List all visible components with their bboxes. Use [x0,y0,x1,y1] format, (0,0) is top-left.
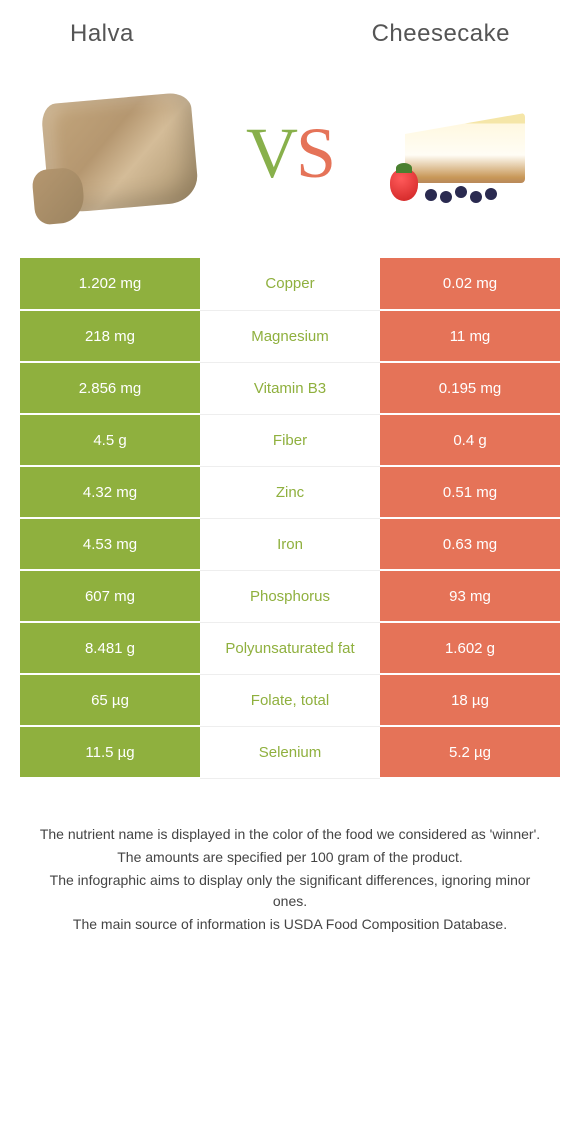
left-food-title: Halva [70,20,134,48]
nutrient-name-cell: Zinc [200,466,380,518]
nutrient-name-cell: Fiber [200,414,380,466]
cheesecake-icon [385,103,535,203]
halva-image [30,83,210,223]
right-value-cell: 1.602 g [380,622,560,674]
footnote-line: The infographic aims to display only the… [35,870,545,912]
halva-icon [40,92,199,215]
left-value-cell: 2.856 mg [20,362,200,414]
nutrient-name-cell: Folate, total [200,674,380,726]
left-value-cell: 1.202 mg [20,258,200,310]
right-value-cell: 93 mg [380,570,560,622]
left-value-cell: 65 µg [20,674,200,726]
vs-s-letter: S [296,113,334,193]
table-row: 4.32 mgZinc0.51 mg [20,466,560,518]
comparison-images-row: VS [20,78,560,228]
right-food-title: Cheesecake [372,20,510,48]
left-value-cell: 4.32 mg [20,466,200,518]
right-value-cell: 5.2 µg [380,726,560,778]
left-value-cell: 218 mg [20,310,200,362]
footnote-line: The amounts are specified per 100 gram o… [35,847,545,868]
table-row: 11.5 µgSelenium5.2 µg [20,726,560,778]
table-row: 4.53 mgIron0.63 mg [20,518,560,570]
nutrient-name-cell: Magnesium [200,310,380,362]
right-value-cell: 0.195 mg [380,362,560,414]
left-value-cell: 4.5 g [20,414,200,466]
vs-v-letter: V [246,113,296,193]
table-row: 218 mgMagnesium11 mg [20,310,560,362]
table-row: 8.481 gPolyunsaturated fat1.602 g [20,622,560,674]
right-value-cell: 11 mg [380,310,560,362]
nutrient-name-cell: Vitamin B3 [200,362,380,414]
table-row: 2.856 mgVitamin B30.195 mg [20,362,560,414]
left-value-cell: 11.5 µg [20,726,200,778]
nutrient-name-cell: Iron [200,518,380,570]
footnote-line: The nutrient name is displayed in the co… [35,824,545,845]
nutrient-name-cell: Selenium [200,726,380,778]
vs-label: VS [246,112,334,195]
left-value-cell: 4.53 mg [20,518,200,570]
left-value-cell: 8.481 g [20,622,200,674]
right-value-cell: 18 µg [380,674,560,726]
table-row: 65 µgFolate, total18 µg [20,674,560,726]
right-value-cell: 0.51 mg [380,466,560,518]
left-value-cell: 607 mg [20,570,200,622]
footnotes: The nutrient name is displayed in the co… [20,824,560,935]
nutrient-comparison-table: 1.202 mgCopper0.02 mg218 mgMagnesium11 m… [20,258,560,779]
table-row: 4.5 gFiber0.4 g [20,414,560,466]
right-value-cell: 0.4 g [380,414,560,466]
cheesecake-image [370,83,550,223]
right-value-cell: 0.02 mg [380,258,560,310]
nutrient-name-cell: Phosphorus [200,570,380,622]
nutrient-name-cell: Copper [200,258,380,310]
nutrient-name-cell: Polyunsaturated fat [200,622,380,674]
header-row: Halva Cheesecake [20,20,560,48]
table-row: 1.202 mgCopper0.02 mg [20,258,560,310]
footnote-line: The main source of information is USDA F… [35,914,545,935]
right-value-cell: 0.63 mg [380,518,560,570]
table-row: 607 mgPhosphorus93 mg [20,570,560,622]
